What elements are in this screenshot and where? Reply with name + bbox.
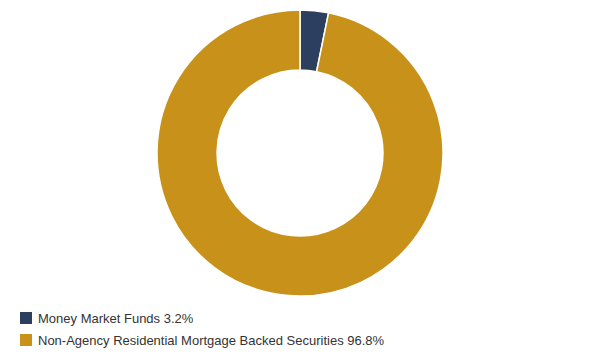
slice [157,10,443,296]
chart: Money Market Funds 3.2% Non-Agency Reside… [0,0,600,360]
legend-swatch [20,334,32,346]
legend-item: Non-Agency Residential Mortgage Backed S… [20,333,385,348]
legend-label: Non-Agency Residential Mortgage Backed S… [38,333,385,348]
legend-swatch [20,312,32,324]
legend-item: Money Market Funds 3.2% [20,311,194,326]
legend: Money Market Funds 3.2% Non-Agency Reside… [20,311,385,348]
slices [157,10,443,296]
legend-label: Money Market Funds 3.2% [38,311,194,326]
